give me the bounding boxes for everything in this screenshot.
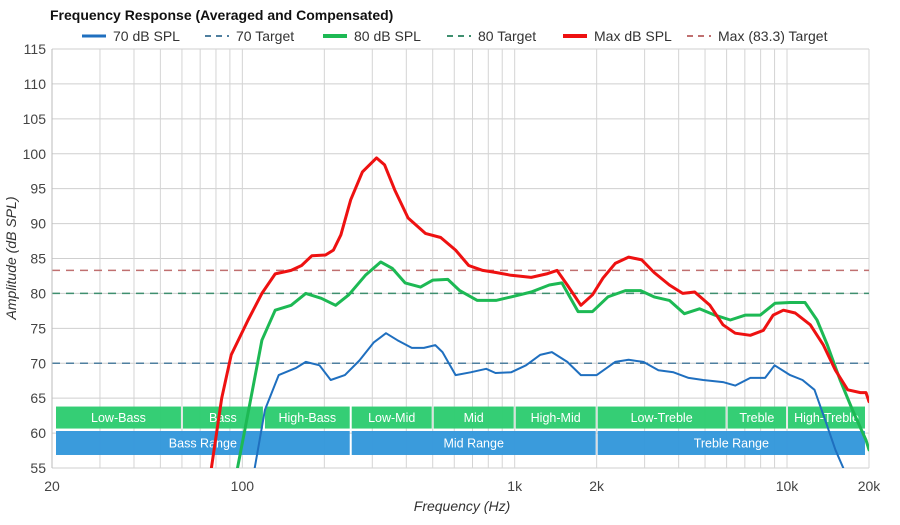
band-mid-range: [351, 430, 596, 455]
y-tick-label: 70: [30, 355, 46, 371]
band-label: Low-Bass: [91, 411, 146, 425]
y-axis-label: Amplitude (dB SPL): [3, 197, 19, 321]
y-tick-label: 110: [24, 76, 47, 92]
axes: 55 60 65 70 75 80 85 90 95 100 105 110 115 20 100 1k 2k 1…: [23, 41, 882, 494]
x-tick-label: 10k: [776, 478, 800, 494]
band-label: Mid: [464, 411, 484, 425]
band-label: Treble: [739, 411, 774, 425]
band-label: Treble Range: [694, 436, 769, 450]
band-mid: [433, 406, 514, 429]
y-tick-label: 85: [30, 251, 46, 267]
legend-label: 80 Target: [478, 28, 536, 44]
y-tick-label: 60: [30, 425, 46, 441]
band-label: Bass: [209, 411, 237, 425]
band-low-bass: [56, 406, 181, 429]
band-treble: [727, 406, 787, 429]
x-tick-label: 100: [231, 478, 255, 494]
series-lines: [52, 156, 869, 468]
legend-item: 70 dB SPL: [82, 28, 180, 44]
series-70-db-spl: [253, 332, 845, 468]
legend-label: 70 dB SPL: [113, 28, 180, 44]
y-tick-label: 75: [30, 320, 46, 336]
x-tick-label: 2k: [589, 478, 605, 494]
legend-label: 70 Target: [236, 28, 294, 44]
y-tick-label: 105: [23, 111, 47, 127]
band-label: High-Mid: [531, 411, 581, 425]
series-max-db-spl: [209, 156, 869, 468]
band-label: High-Bass: [278, 411, 336, 425]
x-axis-label: Frequency (Hz): [414, 498, 510, 514]
band-bass-range: [56, 430, 350, 455]
y-tick-label: 100: [23, 146, 47, 162]
legend-label: Max dB SPL: [594, 28, 672, 44]
y-tick-label: 80: [30, 285, 46, 301]
legend-item: 70 Target: [205, 28, 294, 44]
x-tick-label: 20: [44, 478, 60, 494]
y-tick-label: 115: [24, 41, 47, 57]
band-low-treble: [597, 406, 726, 429]
chart-title: Frequency Response (Averaged and Compens…: [50, 7, 393, 23]
band-low-mid: [351, 406, 432, 429]
legend-item: Max (83.3) Target: [687, 28, 828, 44]
y-tick-label: 95: [30, 181, 46, 197]
legend-label: Max (83.3) Target: [718, 28, 828, 44]
band-treble-range: [597, 430, 865, 455]
y-tick-label: 65: [30, 390, 46, 406]
legend: 70 dB SPL 70 Target 80 dB SPL 80 Target Max …: [82, 28, 828, 44]
band-label: Bass Range: [169, 436, 237, 450]
y-tick-label: 55: [30, 460, 46, 476]
band-label: Mid Range: [443, 436, 503, 450]
x-tick-label: 1k: [507, 478, 523, 494]
legend-item: 80 Target: [447, 28, 536, 44]
frequency-bands: Low-Bass Bass High-Bass Low-Mid Mid High-Mid L…: [56, 406, 865, 455]
band-high-bass: [264, 406, 350, 429]
band-high-mid: [515, 406, 596, 429]
legend-item: 80 dB SPL: [323, 28, 421, 44]
band-label: High-Treble: [794, 411, 859, 425]
grid: [51, 48, 870, 469]
y-tick-label: 90: [30, 216, 46, 232]
legend-label: 80 dB SPL: [354, 28, 421, 44]
band-high-treble: [788, 406, 865, 429]
series-80-db-spl: [236, 260, 869, 468]
band-bass: [182, 406, 263, 429]
band-label: Low-Treble: [631, 411, 693, 425]
band-label: Low-Mid: [368, 411, 415, 425]
x-tick-label: 20k: [858, 478, 882, 494]
legend-item: Max dB SPL: [563, 28, 672, 44]
